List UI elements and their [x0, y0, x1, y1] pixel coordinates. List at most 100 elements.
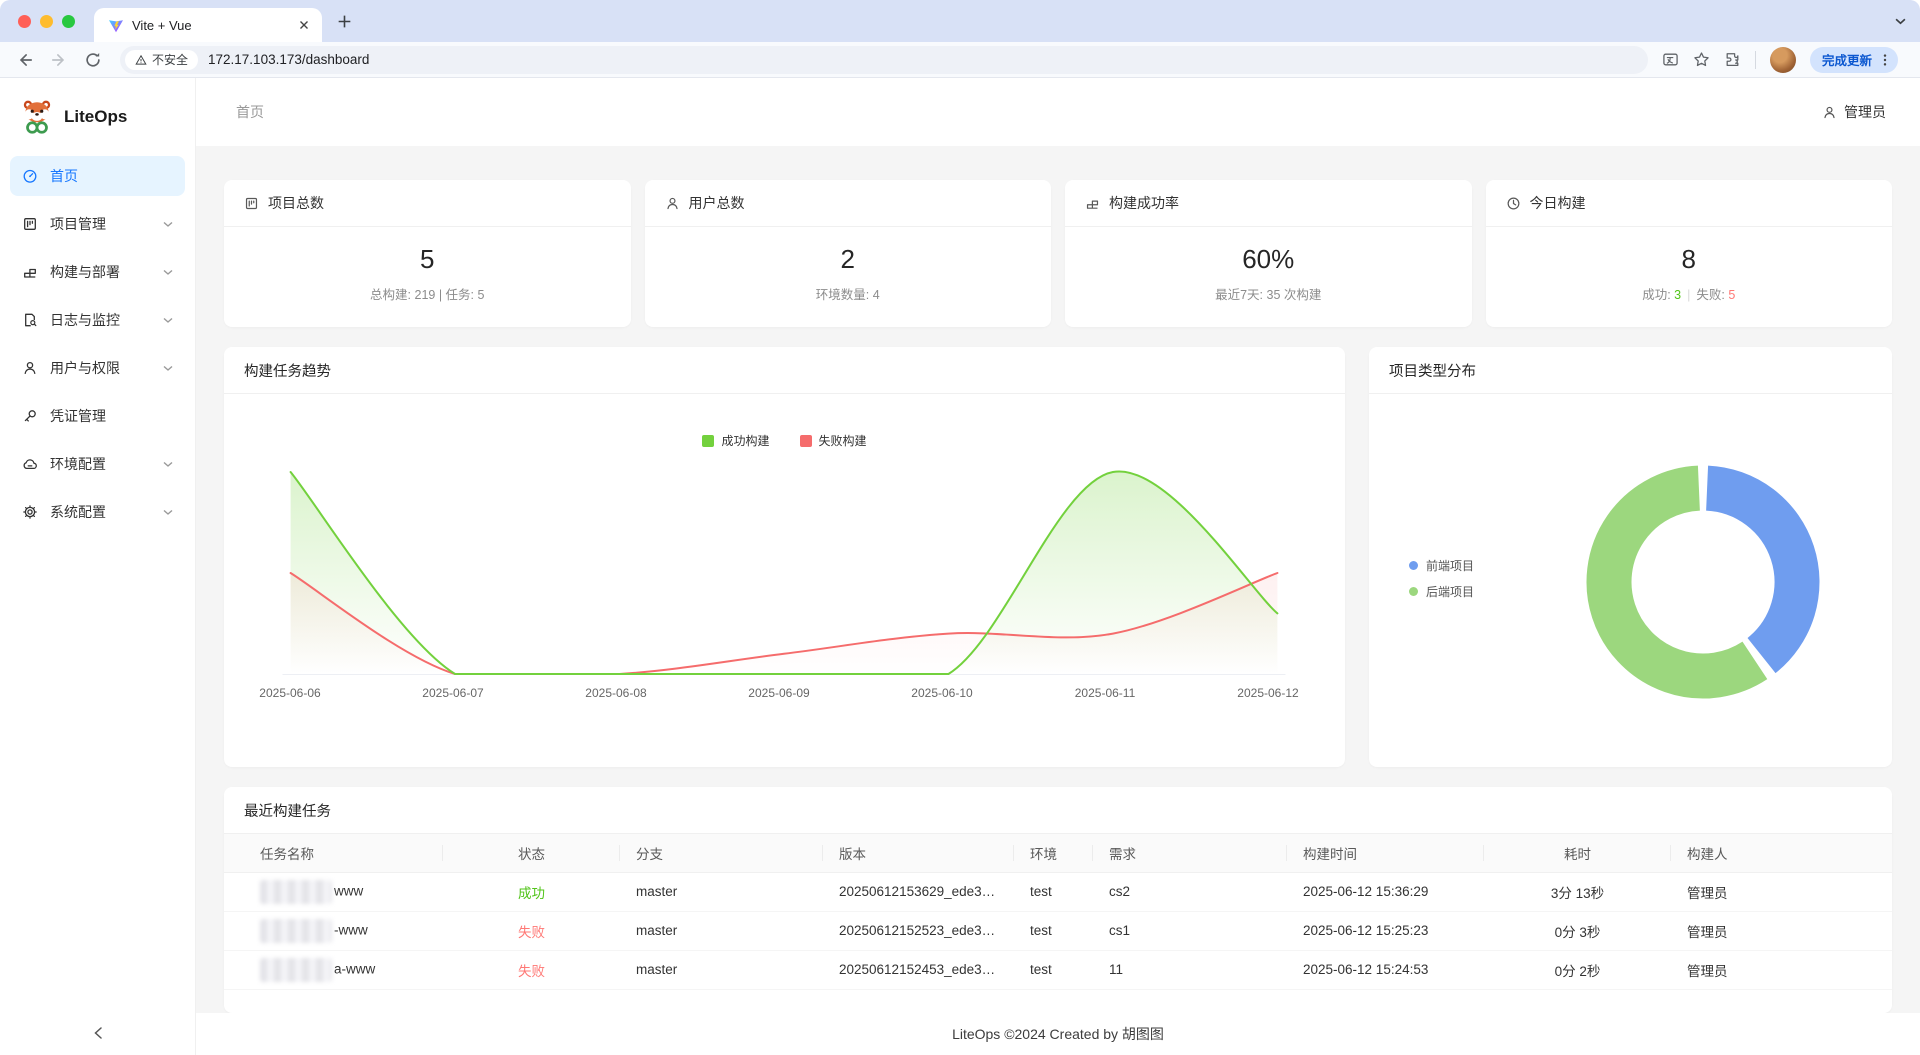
extensions-icon[interactable] — [1724, 51, 1741, 68]
sidebar-collapse-button[interactable] — [0, 1021, 196, 1045]
forward-icon[interactable] — [50, 51, 68, 69]
profile-avatar[interactable] — [1770, 47, 1796, 73]
gear-icon — [22, 504, 38, 520]
stat-title: 用户总数 — [689, 193, 745, 213]
browser-tab[interactable]: Vite + Vue — [94, 8, 322, 42]
sidebar-item-label: 凭证管理 — [50, 406, 106, 426]
stat-subtitle: 最近7天: 35 次构建 — [1065, 284, 1472, 303]
user-menu[interactable]: 管理员 — [1822, 102, 1886, 122]
sidebar-item-label: 首页 — [50, 166, 78, 186]
address-bar[interactable]: 不安全 172.17.103.173/dashboard — [120, 46, 1648, 74]
cloud-env-icon — [22, 456, 38, 472]
table-row[interactable]: a-www 失败 master 20250612152453_ede35... … — [224, 950, 1892, 989]
page-header: 首页 管理员 — [196, 78, 1920, 146]
redacted-text — [260, 880, 332, 904]
breadcrumb: 首页 — [236, 102, 264, 122]
table-row[interactable]: www 成功 master 20250612153629_ede35... te… — [224, 872, 1892, 911]
legend-dot — [1409, 561, 1418, 570]
sidebar-item-system-settings[interactable]: 系统配置 — [10, 492, 185, 532]
liteops-app: LiteOps 首页 项目管理 构建与部署 — [0, 78, 1920, 1055]
chevron-down-icon — [163, 317, 173, 324]
redacted-text — [260, 958, 332, 982]
log-monitor-icon — [22, 312, 38, 328]
col-status: 状态 — [443, 834, 620, 872]
tab-title: Vite + Vue — [132, 18, 296, 33]
project-icon — [22, 216, 38, 232]
legend-label: 成功构建 — [721, 432, 769, 449]
chevron-down-icon — [163, 365, 173, 372]
warning-icon — [135, 54, 147, 66]
table-header-row: 任务名称 状态 分支 版本 环境 需求 构建时间 耗时 构建人 — [224, 834, 1892, 872]
sidebar-item-projects[interactable]: 项目管理 — [10, 204, 185, 244]
bookmark-star-icon[interactable] — [1693, 51, 1710, 68]
menu-kebab-icon[interactable] — [1878, 53, 1892, 67]
window-minimize-button[interactable] — [40, 15, 53, 28]
app-footer: LiteOps ©2024 Created by 胡图图 — [196, 1013, 1920, 1055]
legend-item-fail[interactable]: 失败构建 — [800, 432, 867, 449]
back-icon[interactable] — [16, 51, 34, 69]
dashboard-icon — [22, 168, 38, 184]
browser-tabstrip: Vite + Vue — [0, 0, 1920, 42]
stat-title: 构建成功率 — [1109, 193, 1179, 213]
chevron-down-icon — [163, 269, 173, 276]
tab-search-button[interactable] — [1890, 11, 1910, 31]
chevron-down-icon — [163, 221, 173, 228]
legend-swatch — [702, 435, 714, 447]
table-row[interactable]: -www 失败 master 20250612152523_ede35... t… — [224, 911, 1892, 950]
sidebar-item-users-permissions[interactable]: 用户与权限 — [10, 348, 185, 388]
tab-close-icon[interactable] — [296, 17, 312, 33]
donut-title: 项目类型分布 — [1369, 347, 1892, 394]
sidebar-item-home[interactable]: 首页 — [10, 156, 185, 196]
sidebar-item-label: 构建与部署 — [50, 262, 120, 282]
translate-icon[interactable] — [1662, 51, 1679, 68]
window-zoom-button[interactable] — [62, 15, 75, 28]
stat-card-today-builds: 今日构建 8 成功: 3|失败: 5 — [1486, 180, 1893, 327]
window-close-button[interactable] — [18, 15, 31, 28]
recent-builds-table: 任务名称 状态 分支 版本 环境 需求 构建时间 耗时 构建人 — [224, 834, 1892, 990]
sidebar-menu: 首页 项目管理 构建与部署 日志与监控 — [0, 156, 195, 532]
col-task-name: 任务名称 — [224, 834, 443, 872]
sidebar: LiteOps 首页 项目管理 构建与部署 — [0, 78, 196, 1055]
stat-subtitle: 总构建: 219 | 任务: 5 — [224, 284, 631, 303]
sidebar-item-build-deploy[interactable]: 构建与部署 — [10, 252, 185, 292]
build-trend-card: 构建任务趋势 — [224, 347, 1345, 767]
success-count: 3 — [1674, 288, 1681, 302]
stat-subtitle: 环境数量: 4 — [645, 284, 1052, 303]
liteops-logo — [18, 98, 56, 136]
sidebar-item-credentials[interactable]: 凭证管理 — [10, 396, 185, 436]
brand-name: LiteOps — [64, 107, 127, 127]
vite-favicon — [108, 17, 124, 33]
col-build-time: 构建时间 — [1287, 834, 1484, 872]
status-badge: 失败 — [443, 911, 620, 950]
status-badge: 成功 — [443, 872, 620, 911]
stat-value: 2 — [645, 244, 1052, 275]
legend-item-success[interactable]: 成功构建 — [702, 432, 769, 449]
reload-icon[interactable] — [84, 51, 102, 69]
trend-title: 构建任务趋势 — [224, 347, 1345, 394]
legend-item-backend[interactable]: 后端项目 — [1409, 583, 1474, 600]
trend-legend: 成功构建 失败构建 — [224, 432, 1345, 449]
security-chip[interactable]: 不安全 — [125, 50, 198, 70]
browser-toolbar: 不安全 172.17.103.173/dashboard 完成更新 — [0, 42, 1920, 78]
build-icon — [1085, 196, 1100, 211]
new-tab-button[interactable] — [336, 13, 353, 30]
url-text: 172.17.103.173/dashboard — [208, 52, 369, 67]
redacted-text — [260, 919, 332, 943]
chevron-down-icon — [163, 461, 173, 468]
sidebar-item-logs-monitoring[interactable]: 日志与监控 — [10, 300, 185, 340]
legend-item-frontend[interactable]: 前端项目 — [1409, 557, 1474, 574]
donut-chart: 前端项目 后端项目 — [1369, 394, 1892, 767]
brand: LiteOps — [0, 78, 195, 156]
recent-builds-card: 最近构建任务 任务名称 状态 分支 版本 环境 — [224, 787, 1892, 1013]
sidebar-item-environments[interactable]: 环境配置 — [10, 444, 185, 484]
user-icon — [22, 360, 38, 376]
stat-title: 项目总数 — [268, 193, 324, 213]
status-badge: 失败 — [443, 950, 620, 989]
sidebar-item-label: 日志与监控 — [50, 310, 120, 330]
legend-swatch — [800, 435, 812, 447]
col-requirement: 需求 — [1093, 834, 1287, 872]
stat-title: 今日构建 — [1530, 193, 1586, 213]
chevron-left-icon — [92, 1027, 104, 1039]
charts-row: 构建任务趋势 — [224, 347, 1892, 767]
update-chrome-button[interactable]: 完成更新 — [1810, 47, 1898, 73]
